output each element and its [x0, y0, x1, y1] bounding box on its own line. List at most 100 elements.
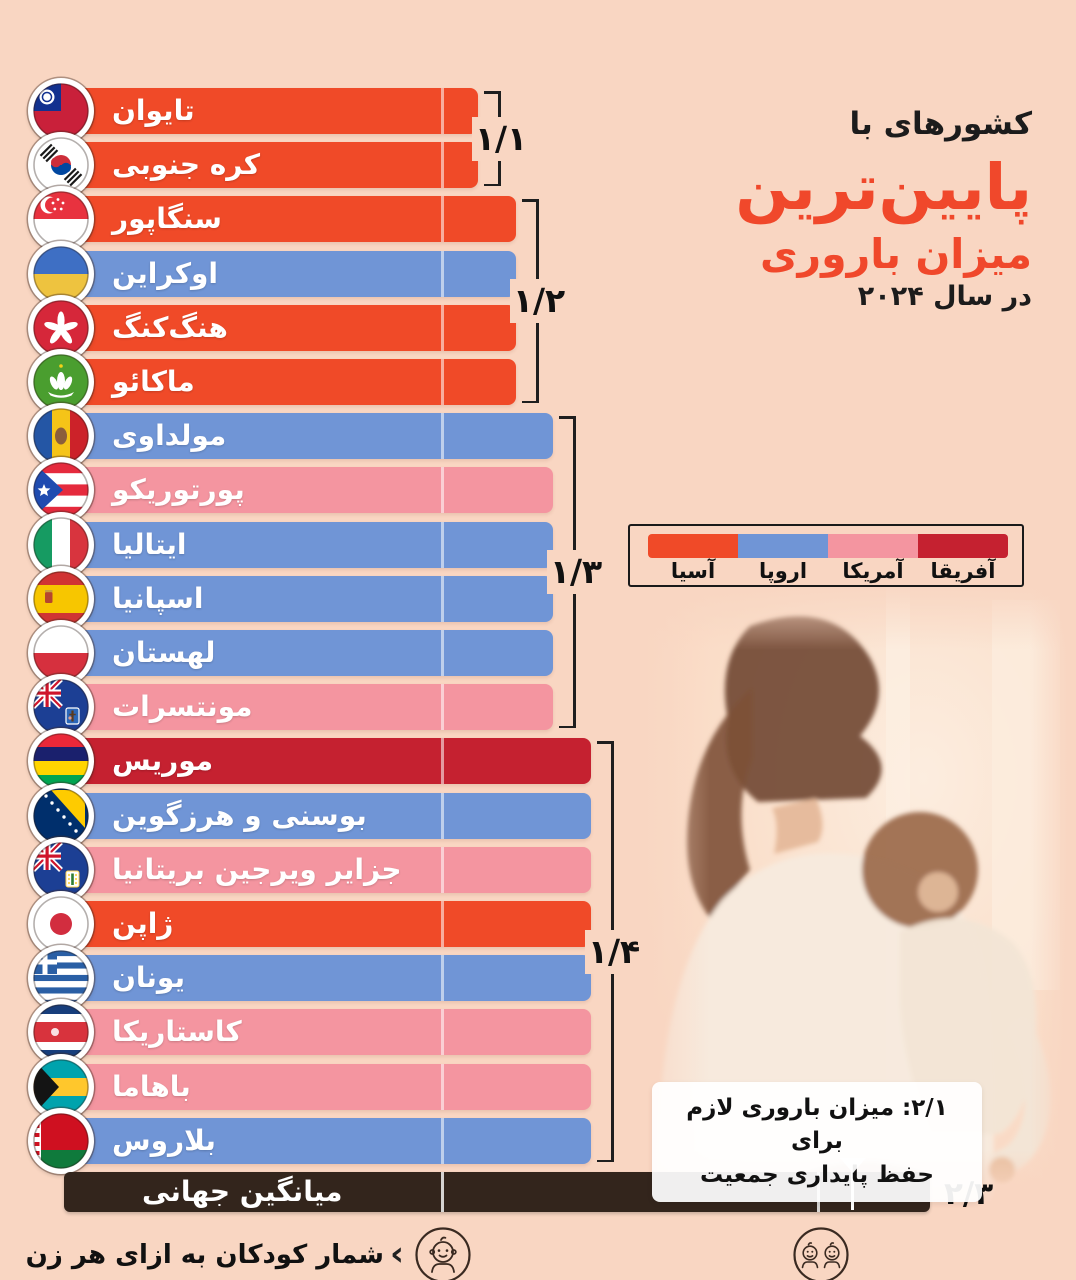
bracket-top-arm	[484, 91, 498, 94]
country-row: سنگاپور	[0, 186, 1076, 252]
japan-flag-icon	[33, 896, 89, 952]
gridline-one-child	[441, 359, 444, 405]
country-label: مونتسرات	[112, 690, 253, 723]
gridline-one-child	[441, 1172, 444, 1212]
country-row: ژاپن	[0, 891, 1076, 957]
gridline-one-child	[441, 305, 444, 351]
belarus-flag-icon	[33, 1113, 89, 1169]
title-pretext: کشورهای با	[849, 106, 1032, 142]
country-row: بوسنی و هرزگوین	[0, 783, 1076, 849]
fertility-bar: بوسنی و هرزگوین	[64, 793, 591, 839]
gridline-one-child	[441, 1118, 444, 1164]
country-row: موریس	[0, 728, 1076, 794]
country-label: هنگ‌کنگ	[112, 311, 228, 344]
bosnia-flag-icon	[33, 788, 89, 844]
fertility-bar: یونان	[64, 955, 591, 1001]
country-label: موریس	[112, 744, 214, 777]
gridline-one-child	[441, 467, 444, 513]
bvi-flag-icon	[33, 842, 89, 898]
costa-rica-flag-icon	[33, 1004, 89, 1060]
gridline-one-child	[441, 901, 444, 947]
gridline-one-child	[441, 1009, 444, 1055]
country-row: پورتوریکو	[0, 457, 1076, 523]
fertility-bar: کره جنوبی	[64, 142, 478, 188]
country-label: ماکائو	[112, 365, 195, 398]
fertility-bar: جزایر ویرجین بریتانیا	[64, 847, 591, 893]
country-row: مولداوی	[0, 403, 1076, 469]
bracket-top-arm	[559, 416, 573, 419]
hong-kong-flag-icon	[33, 300, 89, 356]
gridline-one-child	[441, 413, 444, 459]
montserrat-flag-icon	[33, 679, 89, 735]
title-block: کشورهای با پایین‌ترین میزان باروری در سا…	[512, 104, 1032, 314]
flag-belarus	[28, 1108, 94, 1174]
flag-south-korea	[28, 132, 94, 198]
country-label: اسپانیا	[112, 582, 204, 615]
country-label: لهستان	[112, 636, 216, 669]
flag-poland	[28, 620, 94, 686]
legend-color-africa	[918, 534, 1008, 558]
bracket-bottom-arm	[559, 725, 573, 728]
singapore-flag-icon	[33, 191, 89, 247]
axis-caption: شمار کودکان به ازای هر زن	[25, 1240, 384, 1270]
bracket-top-arm	[522, 199, 536, 202]
flag-mauritius	[28, 728, 94, 794]
fertility-bar: موریس	[64, 738, 591, 784]
fertility-bar: ژاپن	[64, 901, 591, 947]
title-subtitle: میزان باروری	[759, 230, 1032, 279]
gridline-one-child	[441, 684, 444, 730]
legend-color-asia	[648, 534, 738, 558]
annotation-line1: ۲/۱: میزان باروری لازم برای	[686, 1095, 948, 1155]
bahamas-flag-icon	[33, 1059, 89, 1115]
fertility-bar: تایوان	[64, 88, 478, 134]
country-label: ژاپن	[112, 907, 174, 940]
fertility-bar: کاستاریکا	[64, 1009, 591, 1055]
legend-label-africa: آفریقا	[930, 559, 996, 583]
gridline-one-child	[441, 576, 444, 622]
group-value-label: ۱/۲	[510, 279, 568, 323]
spain-flag-icon	[33, 571, 89, 627]
country-label: اوکراین	[112, 257, 219, 290]
ukraine-flag-icon	[33, 246, 89, 302]
country-label: بلاروس	[112, 1124, 216, 1157]
greece-flag-icon	[33, 950, 89, 1006]
country-row: جزایر ویرجین بریتانیا	[0, 837, 1076, 903]
continent-legend: آسیا اروپا آمریکا آفریقا	[628, 524, 1024, 587]
fertility-bar: لهستان	[64, 630, 553, 676]
one-child-icon	[414, 1226, 472, 1280]
gridline-one-child	[441, 196, 444, 242]
country-row: اسپانیا	[0, 566, 1076, 632]
country-row: مونتسرات	[0, 674, 1076, 740]
two-children-icon	[792, 1226, 850, 1280]
fertility-bar: پورتوریکو	[64, 467, 553, 513]
country-row: بلاروس	[0, 1108, 1076, 1174]
fertility-bar: اوکراین	[64, 251, 516, 297]
country-row: یونان	[0, 945, 1076, 1011]
gridline-one-child	[441, 142, 444, 188]
gridline-one-child	[441, 251, 444, 297]
fertility-bar: هنگ‌کنگ	[64, 305, 516, 351]
legend-color-america	[828, 534, 918, 558]
fertility-bar: بلاروس	[64, 1118, 591, 1164]
legend-label-europe: اروپا	[758, 559, 808, 583]
italy-flag-icon	[33, 517, 89, 573]
fertility-bar: ایتالیا	[64, 522, 553, 568]
country-label: تایوان	[112, 94, 195, 127]
group-value-label: ۱/۳	[547, 550, 605, 594]
legend-label-asia: آسیا	[670, 559, 716, 583]
country-label: بوسنی و هرزگوین	[112, 799, 367, 832]
gridline-one-child	[441, 847, 444, 893]
country-row: ایتالیا	[0, 512, 1076, 578]
country-label: یونان	[112, 961, 185, 994]
legend-color-strip	[648, 534, 1008, 558]
fertility-bar: مونتسرات	[64, 684, 553, 730]
gridline-one-child	[441, 1064, 444, 1110]
flag-spain	[28, 566, 94, 632]
country-label: سنگاپور	[112, 202, 222, 235]
legend-label-america: آمریکا	[842, 559, 904, 583]
country-label: باهاما	[112, 1070, 191, 1103]
mauritius-flag-icon	[33, 733, 89, 789]
gridline-one-child	[441, 88, 444, 134]
fertility-bar: ماکائو	[64, 359, 516, 405]
fertility-bar: مولداوی	[64, 413, 553, 459]
